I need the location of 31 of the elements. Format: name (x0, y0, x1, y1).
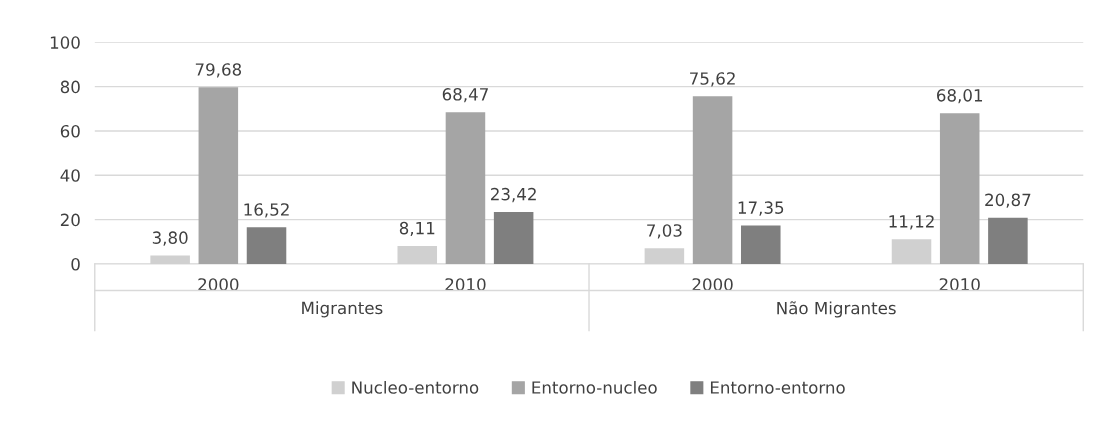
bar (741, 225, 781, 264)
y-tick-label: 60 (60, 124, 80, 138)
y-tick-label: 80 (60, 80, 80, 94)
text: Migrantes (302, 301, 383, 318)
bar (939, 113, 980, 264)
y-tick-label: 0 (71, 257, 80, 271)
data-label: 68,47 (442, 88, 488, 103)
y-tick-label: 20 (60, 213, 80, 227)
data-label: 75,62 (690, 72, 735, 87)
bar (445, 112, 486, 264)
data-label: 7,03 (647, 224, 682, 239)
legend-label: Entorno-nucleo (532, 380, 657, 394)
bar (988, 217, 1028, 264)
data-label: 68,01 (937, 89, 983, 104)
data-label: 16,52 (244, 203, 289, 218)
legend-label: Nucleo-entorno (352, 380, 479, 394)
data-label: 11,12 (889, 215, 934, 230)
data-label: 20,87 (985, 193, 1031, 208)
data-label: 8,11 (399, 221, 435, 237)
data-label: 79,68 (195, 63, 242, 78)
y-tick-label: 40 (60, 169, 80, 182)
bar (493, 212, 534, 264)
text: Não Migrantes (777, 301, 896, 318)
bar (246, 227, 287, 264)
data-label: 3,80 (152, 231, 188, 246)
bar (692, 96, 733, 264)
y-tick-label: 100 (50, 36, 80, 49)
bar (198, 87, 239, 264)
data-label: 17,35 (738, 201, 784, 216)
legend-label: Entorno-entorno (710, 381, 845, 394)
data-label: 23,42 (491, 187, 536, 203)
